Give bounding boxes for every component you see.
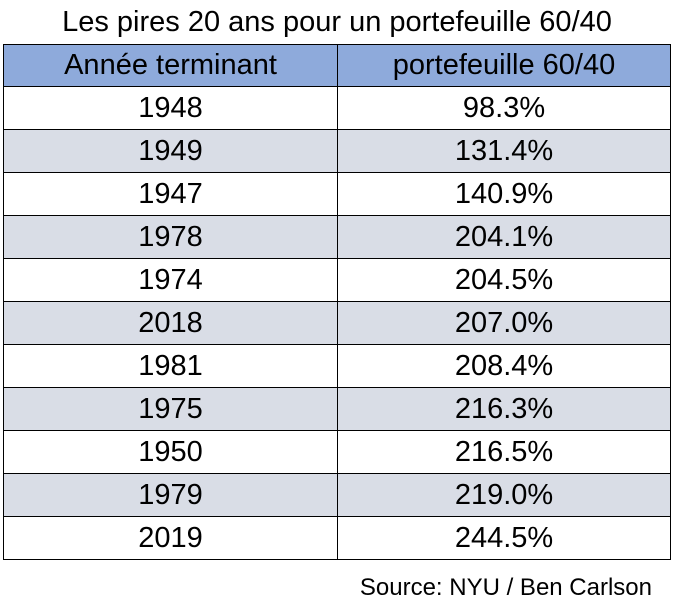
table-title: Les pires 20 ans pour un portefeuille 60… [62,6,612,38]
year-cell: 1974 [3,258,338,302]
table-row: 1974 204.5% [3,258,671,302]
portfolio-value-cell: 216.3% [337,387,671,431]
year-cell: 1950 [3,430,338,474]
year-cell: 1981 [3,344,338,388]
portfolio-value-cell: 131.4% [337,129,671,173]
table-row: 1981 208.4% [3,344,671,388]
year-cell: 1948 [3,86,338,130]
returns-table: Année terminant portefeuille 60/40 1948 9… [3,44,671,560]
table-header-row: Année terminant portefeuille 60/40 [3,44,671,87]
year-cell: 1949 [3,129,338,173]
column-header-year: Année terminant [3,44,338,87]
table-row: 2019 244.5% [3,516,671,560]
portfolio-value-cell: 98.3% [337,86,671,130]
year-cell: 2019 [3,516,338,560]
year-cell: 1947 [3,172,338,216]
table-row: 1978 204.1% [3,215,671,259]
portfolio-value-cell: 219.0% [337,473,671,517]
portfolio-value-cell: 244.5% [337,516,671,560]
portfolio-value-cell: 204.5% [337,258,671,302]
year-cell: 2018 [3,301,338,345]
table-row: 1949 131.4% [3,129,671,173]
table-row: 1947 140.9% [3,172,671,216]
source-note: Source: NYU / Ben Carlson [359,574,652,601]
table-row: 1975 216.3% [3,387,671,431]
portfolio-value-cell: 204.1% [337,215,671,259]
portfolio-value-cell: 216.5% [337,430,671,474]
column-header-portfolio: portefeuille 60/40 [337,44,671,87]
portfolio-value-cell: 140.9% [337,172,671,216]
table-row: 1979 219.0% [3,473,671,517]
portfolio-value-cell: 208.4% [337,344,671,388]
table-body: 1948 98.3% 1949 131.4% 1947 140.9% 1978 204.1% 1… [3,86,671,560]
year-cell: 1975 [3,387,338,431]
table-row: 1950 216.5% [3,430,671,474]
year-cell: 1979 [3,473,338,517]
year-cell: 1978 [3,215,338,259]
table-row: 1948 98.3% [3,86,671,130]
table-row: 2018 207.0% [3,301,671,345]
portfolio-value-cell: 207.0% [337,301,671,345]
